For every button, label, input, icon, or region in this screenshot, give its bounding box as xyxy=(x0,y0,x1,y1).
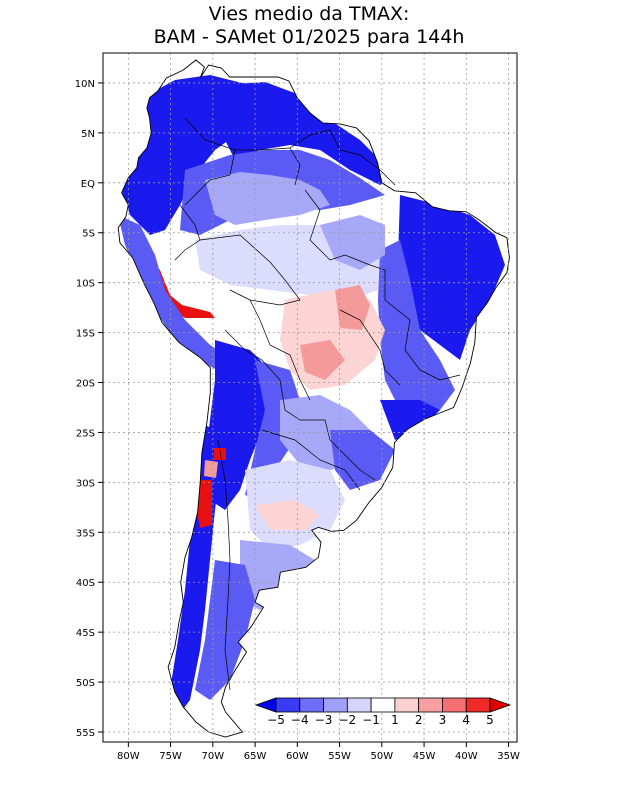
colorbar-label: −4 xyxy=(291,713,309,727)
lat-tick-label: 35S xyxy=(76,528,95,539)
colorbar-label: −1 xyxy=(362,713,380,727)
colorbar-label: 4 xyxy=(462,713,470,727)
lon-tick-label: 60W xyxy=(286,751,309,762)
colorbar-segment xyxy=(394,697,420,713)
colorbar-segment xyxy=(323,697,348,713)
coastline xyxy=(117,59,510,738)
lat-tick-label: 20S xyxy=(76,379,95,390)
latitude-ticks: 10N 5N EQ 5S 10S 15S 20S 25S 30S 35S 40S 45S 50S 55S xyxy=(75,79,103,739)
lon-tick-label: 75W xyxy=(159,751,182,762)
lat-tick-label: 30S xyxy=(76,478,95,489)
country-borders xyxy=(174,117,461,691)
colorbar: −5 −4 −3 −2 −1 1 2 3 4 5 xyxy=(254,697,512,727)
colorbar-label: 1 xyxy=(391,713,399,727)
title-line-2: BAM - SAMet 01/2025 para 144h xyxy=(154,26,465,48)
colorbar-label: 3 xyxy=(439,713,447,727)
colorbar-label: 2 xyxy=(415,713,423,727)
lon-tick-label: 50W xyxy=(371,751,394,762)
lon-tick-label: 70W xyxy=(202,751,225,762)
lat-tick-label: 45S xyxy=(76,628,95,639)
lat-tick-label: 55S xyxy=(76,728,95,739)
colorbar-segment xyxy=(418,697,443,713)
colorbar-segment xyxy=(442,697,467,713)
colorbar-segment xyxy=(370,697,396,713)
lat-tick-label: 50S xyxy=(76,678,95,689)
colorbar-label: −3 xyxy=(315,713,333,727)
lon-tick-label: 65W xyxy=(244,751,267,762)
lat-tick-label: EQ xyxy=(81,179,95,190)
lat-tick-label: 5S xyxy=(82,229,95,240)
map-area xyxy=(103,53,517,742)
map-grid xyxy=(103,53,517,742)
longitude-ticks: 80W 75W 70W 65W 60W 55W 50W 45W 40W 35W xyxy=(117,742,520,762)
lon-tick-label: 55W xyxy=(328,751,351,762)
colorbar-segment xyxy=(299,697,324,713)
colorbar-label: −2 xyxy=(338,713,356,727)
colorbar-label: 5 xyxy=(486,713,494,727)
map-frame xyxy=(102,52,518,743)
lat-tick-label: 10N xyxy=(75,79,95,90)
colorbar-label: −5 xyxy=(267,713,285,727)
lon-tick-label: 35W xyxy=(497,751,520,762)
lon-tick-label: 40W xyxy=(455,751,478,762)
lat-tick-label: 5N xyxy=(81,129,95,140)
colorbar-segment xyxy=(275,697,301,713)
lat-tick-label: 15S xyxy=(76,329,95,340)
lat-tick-label: 25S xyxy=(76,428,95,439)
lat-tick-label: 10S xyxy=(76,279,95,290)
colorbar-segment xyxy=(346,697,372,713)
colorbar-segment xyxy=(465,697,491,713)
lon-tick-label: 45W xyxy=(413,751,436,762)
title-line-1: Vies medio da TMAX: xyxy=(209,3,410,25)
colorbar-arrow-high xyxy=(489,697,512,713)
lat-tick-label: 40S xyxy=(76,578,95,589)
lon-tick-label: 80W xyxy=(117,751,140,762)
